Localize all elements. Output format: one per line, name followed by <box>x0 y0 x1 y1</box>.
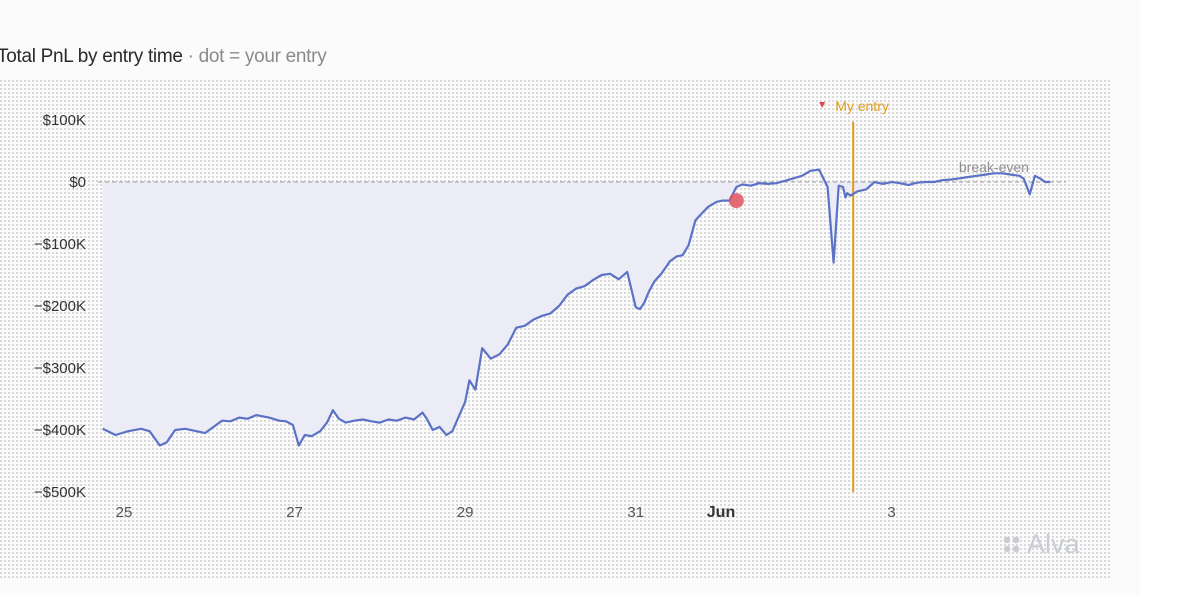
entry-dot <box>728 193 744 209</box>
x-tick-label: Jun <box>707 504 735 521</box>
y-tick-label: −$300K <box>34 360 86 377</box>
x-tick-label: 27 <box>286 504 303 521</box>
x-tick-label: 3 <box>887 504 895 521</box>
entry-flag-icon <box>819 102 826 108</box>
alva-logo: Alva <box>1000 529 1090 561</box>
y-tick-label: −$100K <box>34 236 86 253</box>
x-tick-label: 29 <box>457 504 474 521</box>
chart-title: Total PnL by entry time · dot = your ent… <box>0 46 327 68</box>
pnl-line <box>102 168 1051 447</box>
entry-label: My entry <box>835 98 889 114</box>
y-tick-label: −$200K <box>34 298 86 315</box>
alva-logo-text: Alva <box>1027 529 1080 559</box>
break-even-label: break-even <box>959 159 1029 175</box>
x-tick-label: 25 <box>116 504 133 521</box>
chart-title-main: Total PnL by entry time <box>0 46 183 67</box>
loss-area <box>102 182 1051 446</box>
y-tick-label: −$400K <box>34 422 86 439</box>
alva-logo-icon <box>1003 536 1020 553</box>
pnl-chart: $100K $0 −$100K −$200K −$300K −$400K −$500K 25 2… <box>0 80 1112 580</box>
chart-card: Total PnL by entry time · dot = your ent… <box>0 46 1112 580</box>
y-tick-label: $0 <box>69 174 86 191</box>
chart-subtitle: · dot = your entry <box>187 46 327 67</box>
y-tick-label: −$500K <box>34 484 86 501</box>
x-tick-label: 31 <box>627 504 644 521</box>
y-tick-label: $100K <box>43 112 86 129</box>
